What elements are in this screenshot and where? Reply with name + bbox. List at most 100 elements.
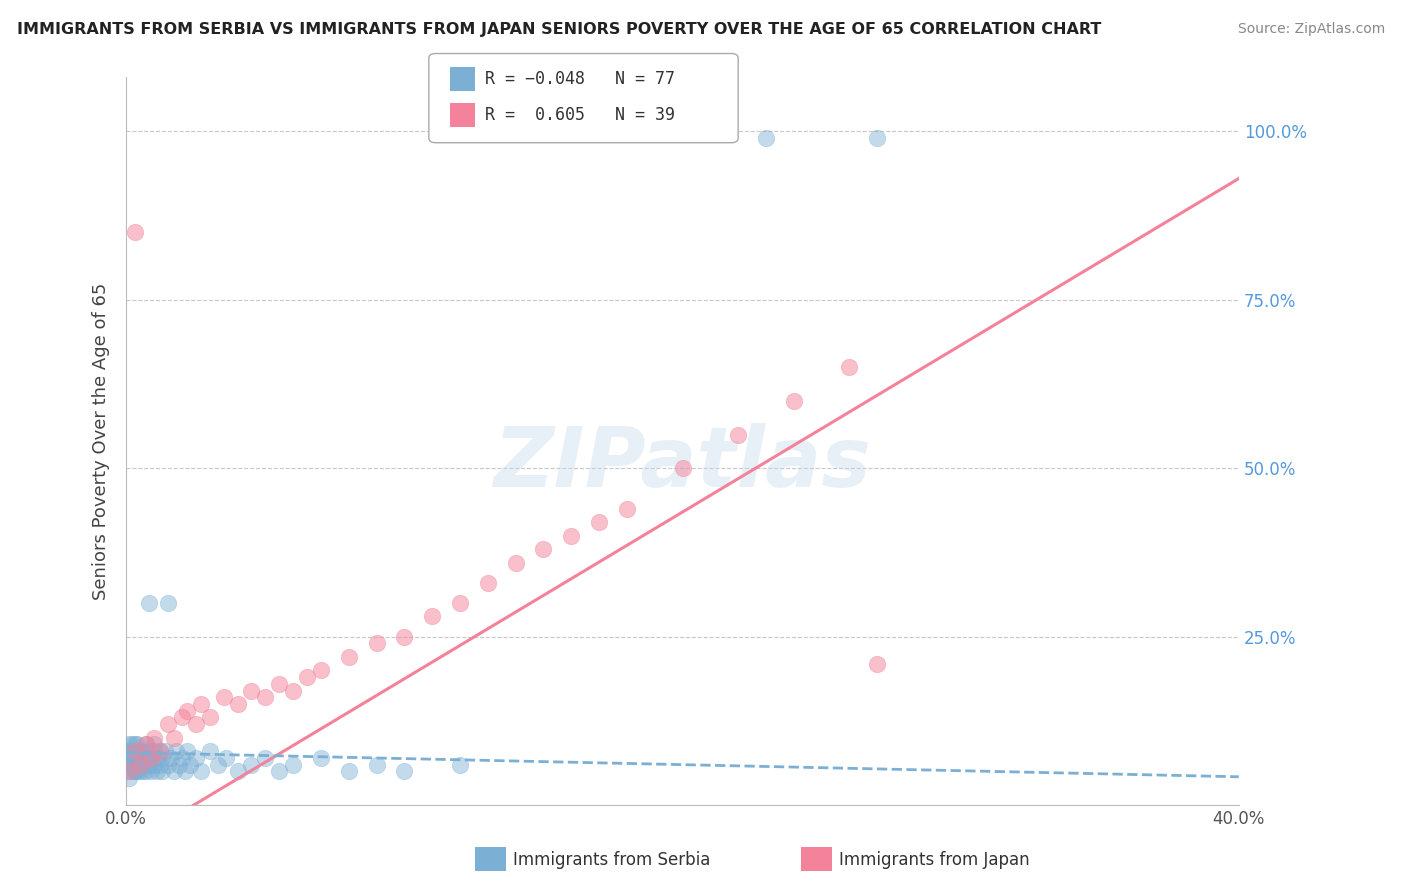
Point [129,764,152,779]
Point [124,764,146,779]
Point [671,461,693,475]
Point [127,764,149,779]
Point [394,630,416,644]
Point [159,751,181,765]
Point [127,751,149,765]
Point [212,690,235,705]
Point [143,731,166,745]
Point [118,744,141,758]
Point [135,738,157,752]
Point [138,596,160,610]
Text: Source: ZipAtlas.com: Source: ZipAtlas.com [1237,22,1385,37]
Point [866,657,889,671]
Point [132,751,155,765]
Point [124,744,146,758]
Point [132,744,155,758]
Point [170,751,193,765]
Point [755,131,778,145]
Point [337,649,360,664]
Text: IMMIGRANTS FROM SERBIA VS IMMIGRANTS FROM JAPAN SENIORS POVERTY OVER THE AGE OF : IMMIGRANTS FROM SERBIA VS IMMIGRANTS FRO… [17,22,1101,37]
Y-axis label: Seniors Poverty Over the Age of 65: Seniors Poverty Over the Age of 65 [93,283,110,600]
Point [170,710,193,724]
Point [157,757,180,772]
Point [394,764,416,779]
Point [226,697,249,711]
Text: ZIPatlas: ZIPatlas [494,423,872,504]
Point [179,757,201,772]
Point [127,744,149,758]
Point [254,690,277,705]
Point [155,744,177,758]
Point [157,717,180,731]
Point [838,360,860,375]
Point [149,757,172,772]
Point [727,427,749,442]
Point [198,744,221,758]
Point [141,751,163,765]
Point [240,757,263,772]
Point [165,744,187,758]
Point [149,744,172,758]
Point [127,738,149,752]
Point [118,771,141,785]
Text: R = −0.048   N = 77: R = −0.048 N = 77 [485,70,675,88]
Point [118,738,141,752]
Point [121,764,143,779]
Point [143,738,166,752]
Point [121,744,143,758]
Point [124,744,146,758]
Point [138,751,160,765]
Point [283,683,305,698]
Text: Immigrants from Serbia: Immigrants from Serbia [513,851,710,869]
Point [449,757,471,772]
Point [309,663,332,677]
Point [505,556,527,570]
Point [173,764,195,779]
Point [167,757,190,772]
Point [124,226,146,240]
Point [616,501,638,516]
Text: Immigrants from Japan: Immigrants from Japan [839,851,1031,869]
Point [190,764,212,779]
Point [118,764,141,779]
Point [269,677,291,691]
Point [560,528,582,542]
Point [124,764,146,779]
Point [132,764,155,779]
Point [162,764,184,779]
Point [138,744,160,758]
Point [135,751,157,765]
Point [184,717,207,731]
Point [588,515,610,529]
Point [162,731,184,745]
Point [190,697,212,711]
Point [141,751,163,765]
Point [198,710,221,724]
Point [157,596,180,610]
Point [138,757,160,772]
Point [135,738,157,752]
Point [152,764,174,779]
Point [121,738,143,752]
Point [149,744,172,758]
Point [118,751,141,765]
Point [215,751,238,765]
Point [254,751,277,765]
Point [283,757,305,772]
Point [533,542,555,557]
Point [121,751,143,765]
Point [124,751,146,765]
Point [176,744,198,758]
Point [121,757,143,772]
Point [866,131,889,145]
Point [129,757,152,772]
Point [184,751,207,765]
Point [477,575,499,590]
Point [141,764,163,779]
Point [146,751,169,765]
Text: R =  0.605   N = 39: R = 0.605 N = 39 [485,106,675,124]
Point [146,764,169,779]
Point [129,757,152,772]
Point [295,670,318,684]
Point [420,609,443,624]
